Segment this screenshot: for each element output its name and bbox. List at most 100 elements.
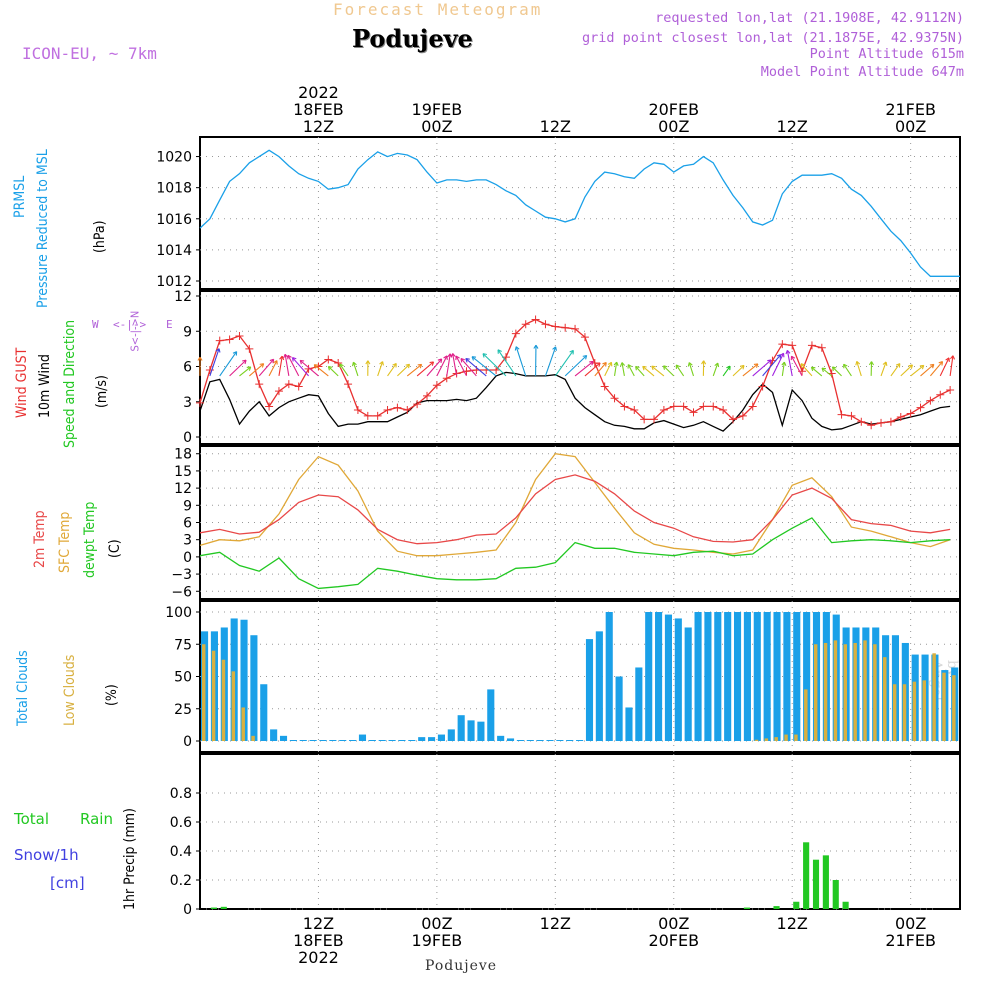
rain-bar bbox=[220, 906, 227, 909]
wind-arrow bbox=[910, 365, 925, 377]
total-clouds-bar bbox=[664, 614, 673, 741]
ytick-label-temperature: 6 bbox=[183, 516, 192, 532]
gust-marker bbox=[630, 405, 639, 414]
wind-arrow-head bbox=[299, 359, 305, 365]
point-altitude: Point Altitude 615m bbox=[809, 46, 964, 62]
wind-arrow bbox=[239, 366, 252, 377]
wind-arrow bbox=[460, 358, 477, 377]
ytick-label-clouds: 25 bbox=[174, 702, 192, 718]
wind-arrow bbox=[688, 362, 695, 377]
gust-marker bbox=[580, 333, 589, 342]
wind-arrow-head bbox=[687, 362, 693, 367]
wind-arrow-head bbox=[753, 363, 759, 368]
low-clouds-bar bbox=[873, 644, 877, 741]
wind-arrow bbox=[791, 355, 803, 377]
wind-arrow-head bbox=[582, 354, 588, 360]
ytick-label-precipitation: 0 bbox=[183, 902, 192, 918]
gust-marker bbox=[877, 418, 886, 427]
wind-arrow bbox=[497, 349, 517, 377]
low-clouds-bar bbox=[804, 689, 808, 741]
ytick-label-temperature: 3 bbox=[183, 533, 192, 549]
ytick-label-clouds: 75 bbox=[174, 637, 192, 653]
wind-arrow bbox=[635, 365, 645, 377]
wind-arrow-head bbox=[313, 364, 319, 369]
wind-arrow-head bbox=[405, 363, 411, 369]
total-clouds-bar bbox=[358, 734, 367, 741]
ytick-label-pressure: 1018 bbox=[156, 181, 192, 197]
low-clouds-bar bbox=[853, 642, 857, 741]
total-clouds-bar bbox=[733, 612, 742, 741]
ytick-label-pressure: 1014 bbox=[156, 243, 192, 259]
total-clouds-bar bbox=[684, 627, 692, 741]
total-clouds-bar bbox=[240, 619, 248, 741]
wind-arrow-head bbox=[197, 356, 203, 361]
wind-arrow-head bbox=[514, 346, 520, 351]
low-clouds-bar bbox=[754, 739, 759, 741]
wind-arrow bbox=[742, 363, 759, 377]
wind-arrow-head bbox=[232, 351, 238, 356]
wind-arrow bbox=[722, 365, 731, 377]
total-clouds-bar bbox=[536, 740, 544, 741]
wind-arrow-head bbox=[635, 365, 640, 371]
total-clouds-bar bbox=[585, 639, 594, 741]
wind-arrow bbox=[821, 367, 833, 377]
low-clouds-bar bbox=[794, 734, 798, 741]
low-clouds-bar bbox=[202, 644, 206, 741]
chart-title: Forecast Meteogram bbox=[333, 0, 543, 19]
total-clouds-bar bbox=[378, 740, 386, 741]
wind-arrow-head bbox=[215, 348, 221, 353]
wind-arrow bbox=[406, 363, 422, 377]
wind-arrow-head bbox=[613, 361, 619, 366]
gust-marker bbox=[561, 323, 570, 332]
snow-label: Snow/1h bbox=[14, 846, 79, 864]
wind-arrow bbox=[712, 362, 719, 377]
gust-marker bbox=[196, 398, 204, 407]
gust-marker bbox=[689, 408, 698, 417]
ytick-label-pressure: 1016 bbox=[156, 212, 192, 228]
ytick-label-wind: 3 bbox=[183, 395, 192, 411]
wind-arrow bbox=[627, 364, 635, 377]
bottom-time-label: 19FEB bbox=[412, 931, 463, 950]
wind-arrow-head bbox=[627, 364, 633, 369]
wind-arrow-head bbox=[843, 363, 848, 369]
low-clouds-bar bbox=[912, 681, 917, 741]
wind-arrow bbox=[452, 353, 458, 376]
ytick-label-temperature: 9 bbox=[183, 498, 192, 514]
wind-arrow-head bbox=[602, 362, 607, 367]
wind-arrow bbox=[258, 358, 275, 377]
gust-marker bbox=[600, 382, 609, 391]
wind-arrow-head bbox=[443, 355, 448, 360]
wind-arrow bbox=[387, 363, 397, 377]
total-clouds-bar bbox=[408, 740, 416, 741]
wind-arrow bbox=[584, 362, 601, 377]
wind-arrow bbox=[890, 363, 901, 377]
gust-marker bbox=[393, 403, 402, 412]
wind-arrow bbox=[675, 364, 685, 377]
compass-arrow: <-|-> bbox=[113, 318, 147, 331]
bottom-time-label: 00Z bbox=[421, 914, 452, 933]
ytick-label-clouds: 100 bbox=[165, 605, 192, 621]
total-clouds-bar bbox=[447, 729, 455, 741]
wind-arrow bbox=[446, 353, 451, 376]
rain-bar bbox=[803, 842, 810, 909]
wind-arrow-head bbox=[291, 357, 297, 362]
model-altitude: Model Point Altitude 647m bbox=[760, 64, 964, 80]
wind-arrow-head bbox=[365, 360, 371, 365]
wind-arrow bbox=[594, 362, 607, 377]
gust-marker bbox=[294, 382, 303, 391]
total-clouds-bar bbox=[329, 740, 337, 741]
gust-marker bbox=[936, 390, 945, 399]
wind-arrow bbox=[920, 363, 935, 377]
snow-unit: [cm] bbox=[50, 874, 85, 892]
wind-arrow bbox=[416, 361, 434, 377]
total-clouds-bar bbox=[714, 612, 722, 741]
top-time-label: 20FEB bbox=[648, 100, 699, 119]
ytick-label-pressure: 1012 bbox=[156, 274, 192, 290]
low-clouds-bar bbox=[932, 653, 936, 741]
wind-arrow-head bbox=[259, 363, 265, 368]
low-clouds-bar bbox=[221, 659, 226, 741]
wind-arrow bbox=[651, 365, 665, 377]
gust-marker bbox=[413, 400, 422, 409]
wind-arrow-head bbox=[726, 365, 731, 371]
total-clouds-bar bbox=[339, 740, 347, 741]
